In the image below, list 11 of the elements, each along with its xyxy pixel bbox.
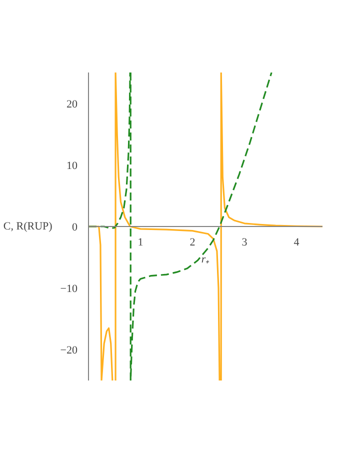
x-tick-label: 2 bbox=[190, 236, 196, 248]
x-tick-label: 3 bbox=[242, 236, 248, 248]
x-axis-title: r₊ bbox=[201, 254, 210, 266]
y-tick-label: 10 bbox=[66, 160, 78, 172]
x-tick-label: 4 bbox=[294, 236, 300, 248]
y-tick-label: −10 bbox=[60, 283, 78, 296]
y-axis-title: C, R(RUP) bbox=[3, 220, 53, 232]
y-tick-label: 0 bbox=[72, 222, 78, 234]
y-tick-label: 20 bbox=[66, 98, 78, 110]
y-tick-label: −20 bbox=[60, 344, 78, 357]
x-tick-label: 1 bbox=[138, 236, 144, 248]
